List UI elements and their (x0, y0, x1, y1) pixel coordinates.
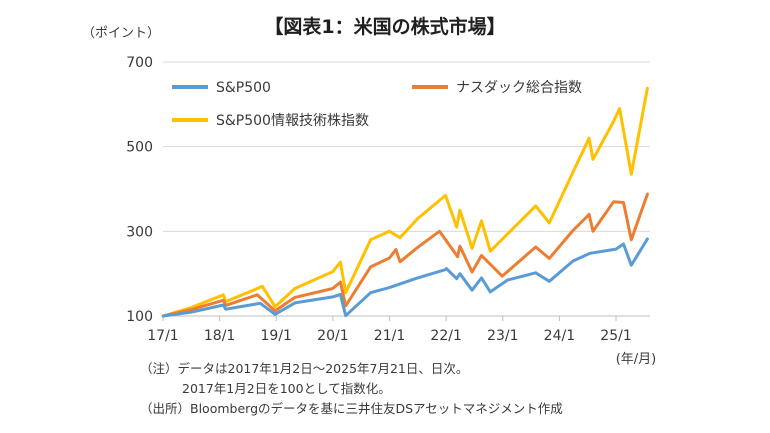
x-tick-label: 25/1 (600, 328, 631, 344)
legend: S&P500 ナスダック総合指数 S&P500情報技術株指数 (172, 80, 582, 129)
x-tick-label: 20/1 (317, 328, 348, 344)
x-tick-label: 22/1 (430, 328, 461, 344)
x-tick-label: 17/1 (147, 328, 178, 344)
source-line: （出所）Bloombergのデータを基に三井住友DSアセットマネジメント作成 (140, 401, 563, 416)
x-tick-label: 19/1 (261, 328, 292, 344)
gridlines (163, 61, 650, 317)
y-tick-label: 100 (126, 309, 153, 325)
legend-label-it: S&P500情報技術株指数 (216, 113, 369, 129)
chart-title: 【図表1：米国の株式市場】 (264, 15, 505, 38)
y-axis-ticks: 100 300 500 700 (126, 55, 153, 325)
legend-label-sp500: S&P500 (216, 80, 271, 96)
y-tick-label: 300 (126, 224, 153, 240)
note-line-2: 2017年1月2日を100として指数化。 (182, 381, 391, 396)
x-tick-label: 18/1 (204, 328, 235, 344)
x-axis-unit-label: (年/月) (616, 352, 657, 367)
x-tick-label: 23/1 (487, 328, 518, 344)
x-tick-label: 24/1 (544, 328, 575, 344)
plot-series (161, 86, 649, 318)
y-tick-label: 700 (126, 55, 153, 71)
legend-label-nasdaq: ナスダック総合指数 (456, 80, 582, 96)
y-tick-label: 500 (126, 140, 153, 156)
series-line-it (161, 86, 649, 318)
x-axis-ticks: 17/1 18/1 19/1 20/1 21/1 22/1 23/1 24/1 25/1 (147, 315, 650, 344)
series-line-nasdaq (161, 192, 649, 318)
y-axis-unit-label: （ポイント） (82, 26, 160, 41)
note-line-1: （注）データは2017年1月2日～2025年7月21日、日次。 (140, 361, 468, 376)
x-tick-label: 21/1 (374, 328, 405, 344)
series-line-sp500 (161, 237, 649, 318)
